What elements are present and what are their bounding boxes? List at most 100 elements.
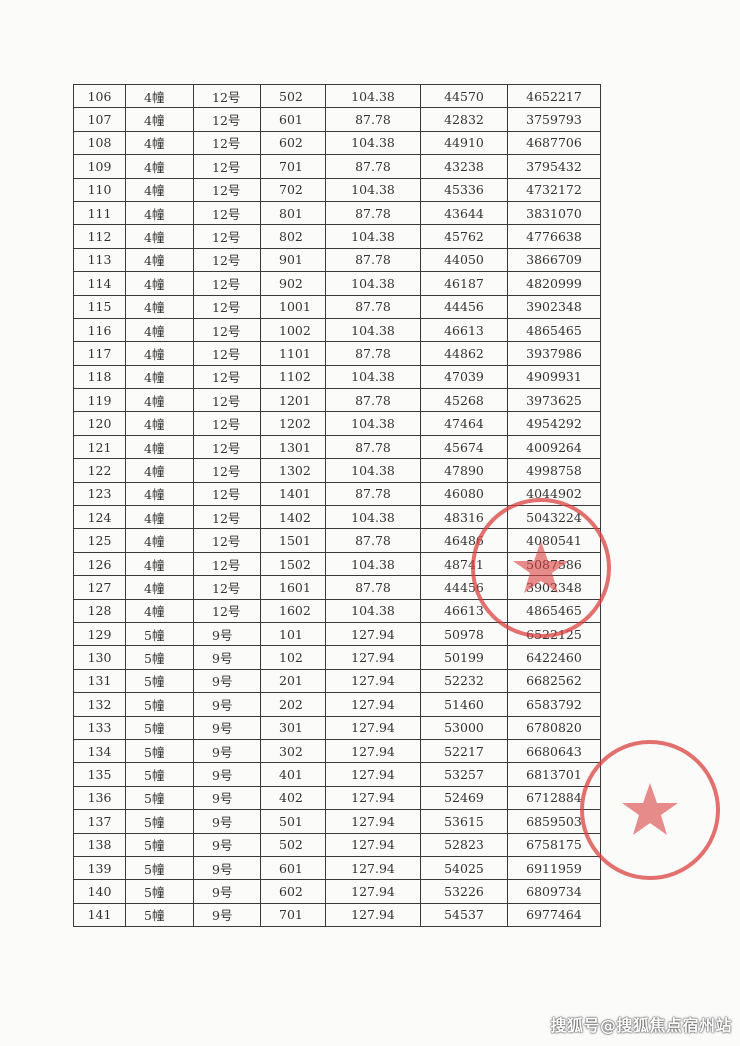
room-cell: 602 — [260, 130, 326, 156]
table-row: 137 5幢 9号 501 127.94 53615 6859503 — [73, 809, 601, 834]
unit-cell: 12号 — [193, 528, 261, 553]
building-cell: 4幢 — [125, 200, 194, 226]
row-number-cell: 117 — [73, 341, 126, 366]
unit-cell: 9号 — [193, 762, 261, 787]
row-number-cell: 108 — [73, 130, 126, 156]
building-cell: 4幢 — [125, 247, 194, 273]
area-cell: 87.78 — [325, 434, 421, 460]
table-row: 133 5幢 9号 301 127.94 53000 6780820 — [73, 715, 601, 740]
table-row: 127 4幢 12号 1601 87.78 44456 3902348 — [73, 575, 601, 600]
building-cell: 4幢 — [125, 575, 194, 600]
table-row: 119 4幢 12号 1201 87.78 45268 3973625 — [73, 388, 601, 413]
table-row: 111 4幢 12号 801 87.78 43644 3831070 — [73, 200, 601, 226]
room-cell: 502 — [260, 83, 326, 109]
row-number-cell: 141 — [73, 902, 126, 928]
total-price-cell: 3902348 — [507, 575, 601, 600]
total-price-cell: 3902348 — [507, 294, 601, 319]
building-cell: 4幢 — [125, 528, 194, 553]
area-cell: 127.94 — [325, 645, 421, 670]
building-cell: 4幢 — [125, 458, 194, 483]
unit-cell: 12号 — [193, 575, 261, 600]
price-list-table: 106 4幢 12号 502 104.38 44570 4652217 107 4幢 12号 601… — [73, 83, 601, 928]
unit-cell: 9号 — [193, 879, 261, 904]
building-cell: 5幢 — [125, 715, 194, 740]
row-number-cell: 128 — [73, 598, 126, 623]
building-cell: 5幢 — [125, 832, 194, 857]
table-body: 106 4幢 12号 502 104.38 44570 4652217 107 4幢 12号 601… — [73, 83, 601, 928]
building-cell: 5幢 — [125, 762, 194, 787]
table-row: 120 4幢 12号 1202 104.38 47464 4954292 — [73, 411, 601, 436]
unit-price-cell: 52469 — [420, 785, 508, 811]
total-price-cell: 3866709 — [507, 247, 601, 273]
unit-price-cell: 53615 — [420, 809, 508, 834]
building-cell: 4幢 — [125, 551, 194, 577]
unit-price-cell: 45762 — [420, 224, 508, 249]
unit-price-cell: 46613 — [420, 598, 508, 623]
building-cell: 4幢 — [125, 130, 194, 156]
room-cell: 102 — [260, 645, 326, 670]
room-cell: 601 — [260, 107, 326, 132]
table-row: 110 4幢 12号 702 104.38 45336 4732172 — [73, 177, 601, 202]
unit-cell: 12号 — [193, 341, 261, 366]
area-cell: 87.78 — [325, 294, 421, 319]
area-cell: 127.94 — [325, 855, 421, 881]
total-price-cell: 4652217 — [507, 83, 601, 109]
room-cell: 201 — [260, 668, 326, 694]
total-price-cell: 3937986 — [507, 341, 601, 366]
room-cell: 1501 — [260, 528, 326, 553]
building-cell: 4幢 — [125, 411, 194, 436]
table-row: 138 5幢 9号 502 127.94 52823 6758175 — [73, 832, 601, 857]
room-cell: 801 — [260, 200, 326, 226]
unit-cell: 12号 — [193, 458, 261, 483]
table-row: 132 5幢 9号 202 127.94 51460 6583792 — [73, 692, 601, 717]
row-number-cell: 112 — [73, 224, 126, 249]
building-cell: 4幢 — [125, 598, 194, 623]
row-number-cell: 132 — [73, 692, 126, 717]
unit-cell: 12号 — [193, 481, 261, 507]
area-cell: 127.94 — [325, 738, 421, 764]
table-row: 134 5幢 9号 302 127.94 52217 6680643 — [73, 738, 601, 764]
total-price-cell: 4954292 — [507, 411, 601, 436]
row-number-cell: 121 — [73, 434, 126, 460]
room-cell: 401 — [260, 762, 326, 787]
row-number-cell: 116 — [73, 317, 126, 343]
unit-cell: 9号 — [193, 621, 261, 647]
building-cell: 5幢 — [125, 692, 194, 717]
unit-price-cell: 51460 — [420, 692, 508, 717]
unit-cell: 9号 — [193, 715, 261, 740]
unit-price-cell: 52232 — [420, 668, 508, 694]
room-cell: 501 — [260, 809, 326, 834]
unit-cell: 9号 — [193, 809, 261, 834]
row-number-cell: 131 — [73, 668, 126, 694]
unit-cell: 12号 — [193, 551, 261, 577]
table-row: 117 4幢 12号 1101 87.78 44862 3937986 — [73, 341, 601, 366]
total-price-cell: 4732172 — [507, 177, 601, 202]
total-price-cell: 6712884 — [507, 785, 601, 811]
table-row: 128 4幢 12号 1602 104.38 46613 4865465 — [73, 598, 601, 623]
total-price-cell: 6780820 — [507, 715, 601, 740]
unit-price-cell: 45336 — [420, 177, 508, 202]
building-cell: 5幢 — [125, 785, 194, 811]
table-row: 136 5幢 9号 402 127.94 52469 6712884 — [73, 785, 601, 811]
building-cell: 4幢 — [125, 341, 194, 366]
room-cell: 901 — [260, 247, 326, 273]
building-cell: 4幢 — [125, 294, 194, 319]
table-row: 106 4幢 12号 502 104.38 44570 4652217 — [73, 83, 601, 109]
total-price-cell: 5043224 — [507, 505, 601, 530]
area-cell: 87.78 — [325, 481, 421, 507]
total-price-cell: 4687706 — [507, 130, 601, 156]
building-cell: 4幢 — [125, 224, 194, 249]
total-price-cell: 3973625 — [507, 388, 601, 413]
unit-cell: 12号 — [193, 317, 261, 343]
building-cell: 4幢 — [125, 107, 194, 132]
table-row: 109 4幢 12号 701 87.78 43238 3795432 — [73, 154, 601, 179]
room-cell: 1301 — [260, 434, 326, 460]
room-cell: 701 — [260, 902, 326, 928]
room-cell: 502 — [260, 832, 326, 857]
table-row: 122 4幢 12号 1302 104.38 47890 4998758 — [73, 458, 601, 483]
area-cell: 127.94 — [325, 692, 421, 717]
table-row: 113 4幢 12号 901 87.78 44050 3866709 — [73, 247, 601, 273]
total-price-cell: 6911959 — [507, 855, 601, 881]
unit-price-cell: 47039 — [420, 364, 508, 390]
total-price-cell: 4909931 — [507, 364, 601, 390]
